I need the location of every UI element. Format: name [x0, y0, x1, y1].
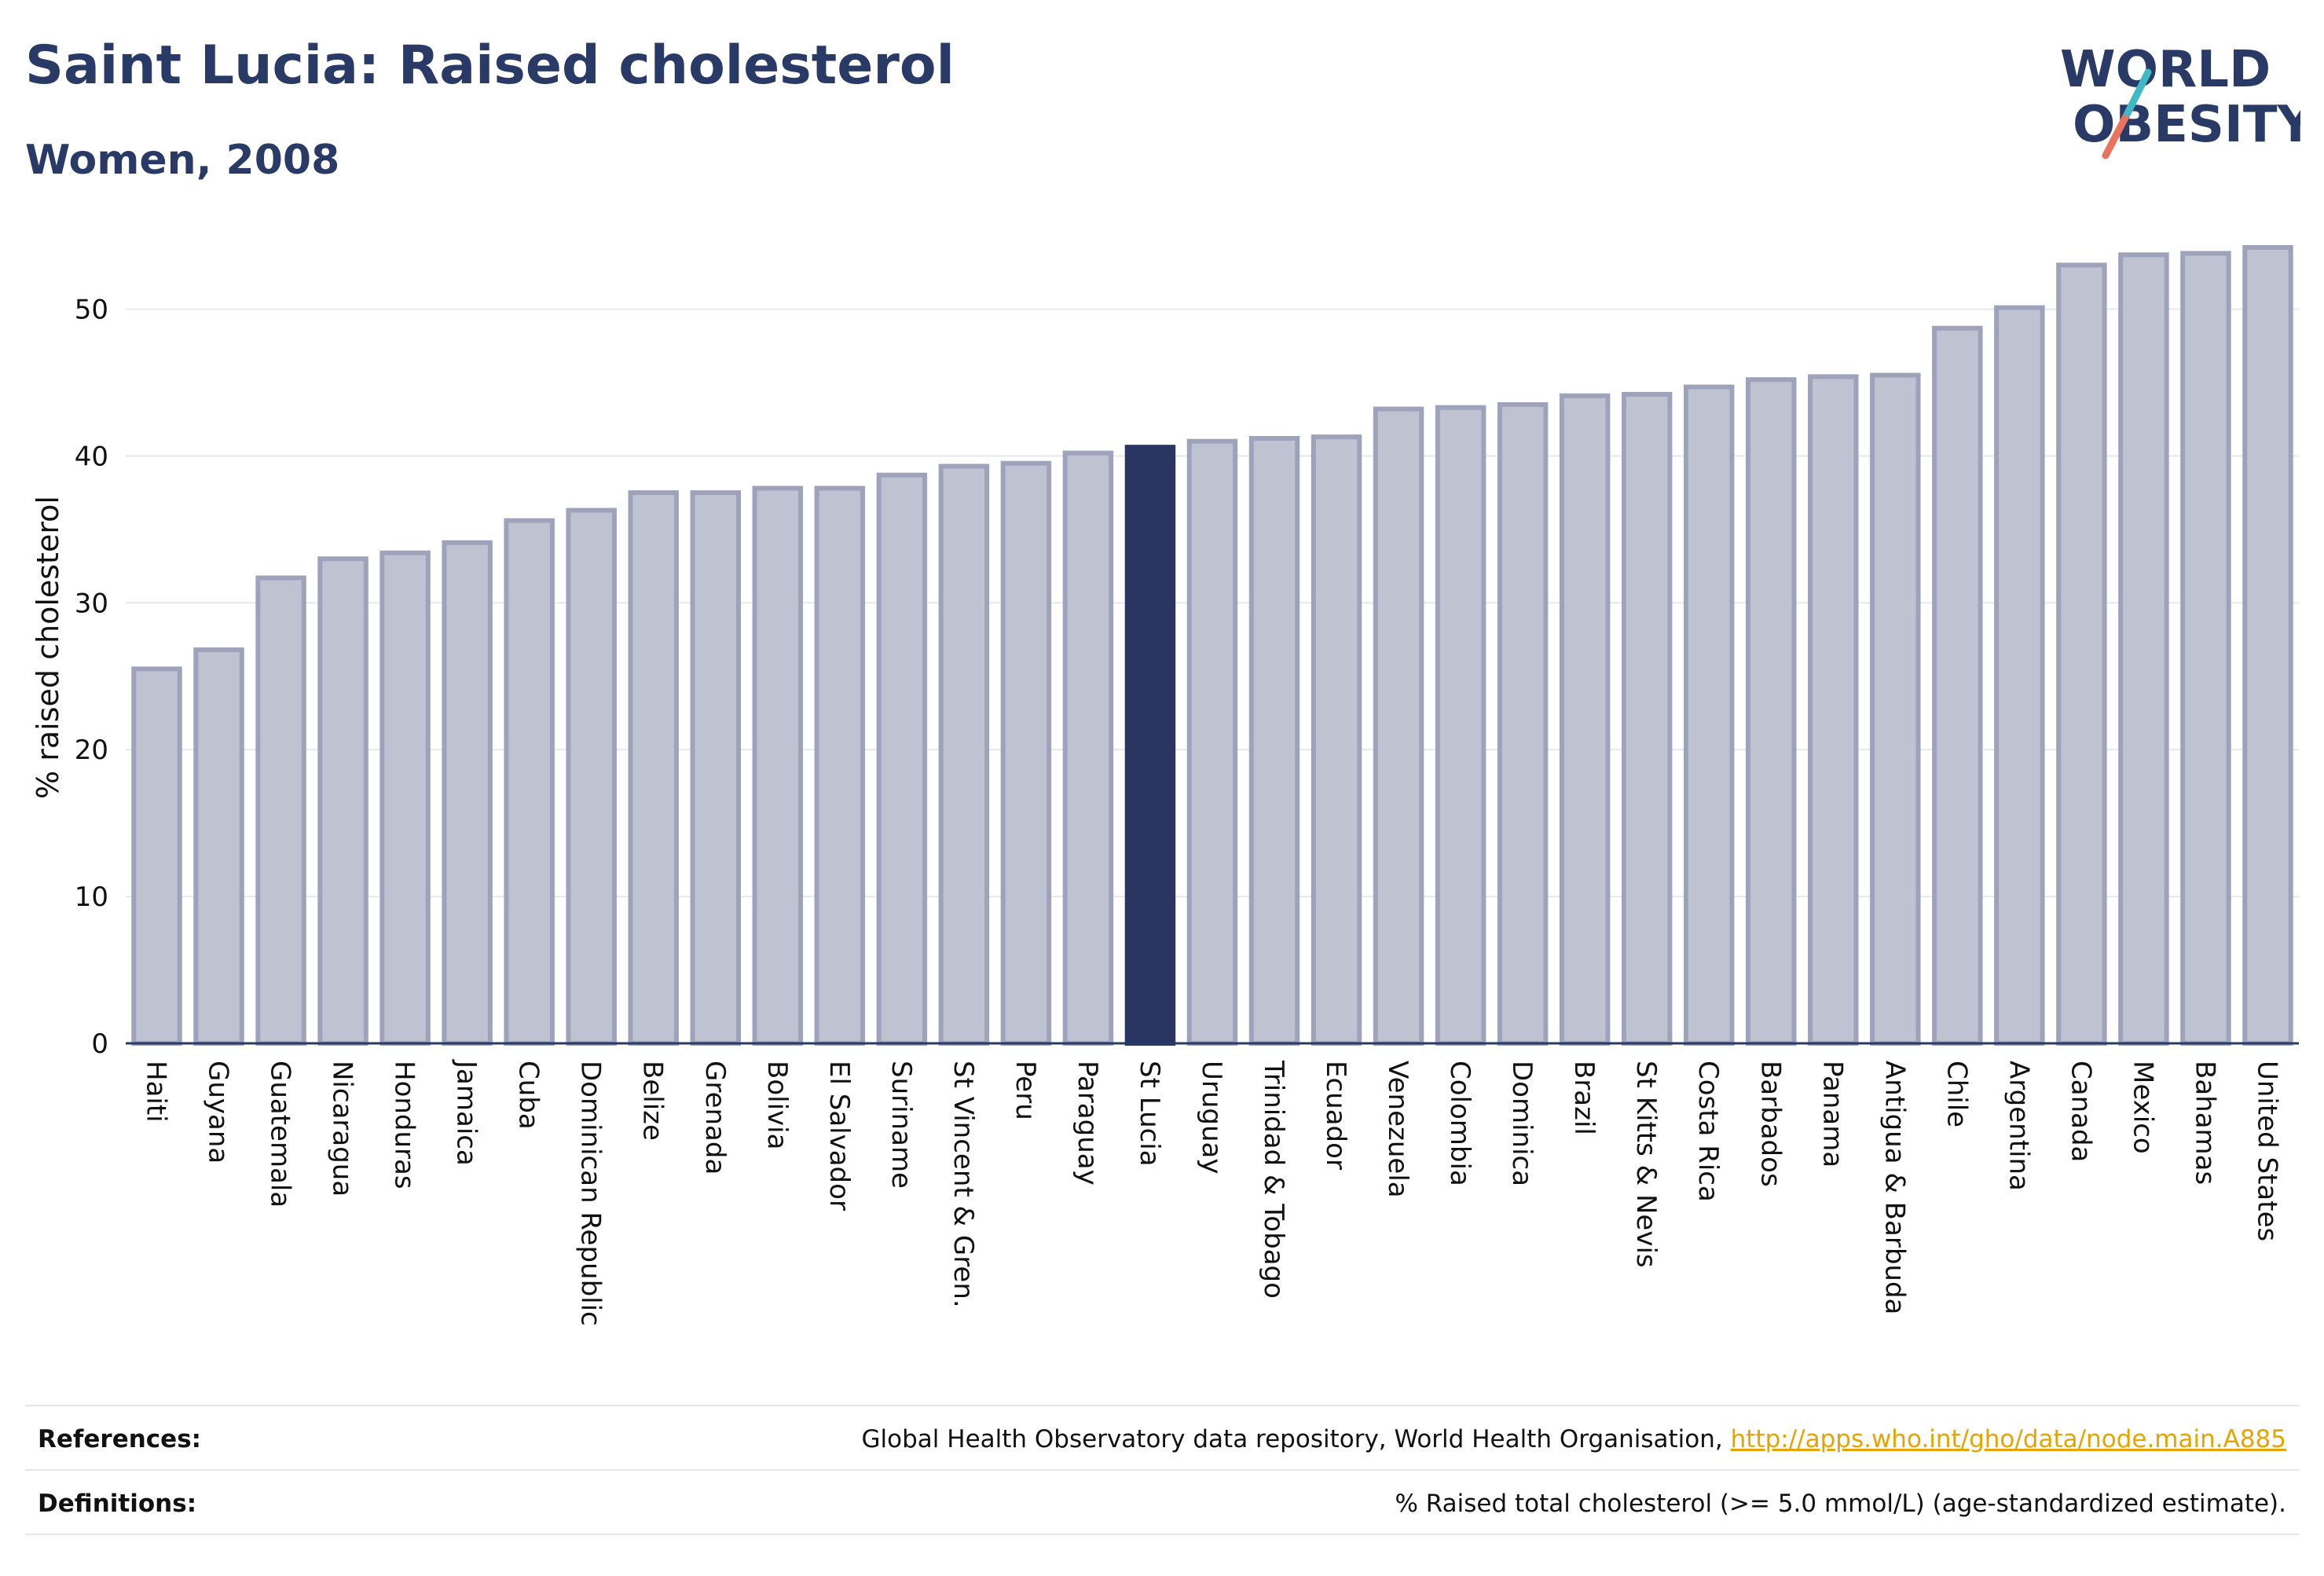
divider — [25, 1405, 2299, 1406]
bar — [255, 575, 306, 1046]
divider — [25, 1534, 2299, 1535]
bar — [1373, 406, 1424, 1046]
x-tick-label: El Salvador — [823, 1061, 855, 1211]
bar — [1870, 372, 1921, 1046]
y-tick-label: 50 — [75, 294, 108, 325]
x-tick-label: Dominica — [1506, 1061, 1538, 1186]
bar — [193, 647, 244, 1046]
x-tick-label: Chile — [1941, 1061, 1972, 1127]
x-tick-label: Bahamas — [2189, 1061, 2220, 1185]
x-tick-label: Mexico — [2127, 1061, 2158, 1154]
x-tick-label: Colombia — [1444, 1061, 1475, 1186]
x-tick-label: Guyana — [203, 1061, 234, 1164]
x-tick-label: Venezuela — [1382, 1061, 1413, 1198]
x-tick-label: Cuba — [513, 1061, 544, 1130]
bar — [1559, 393, 1611, 1046]
references-label: References: — [38, 1425, 202, 1453]
x-tick-label: Belize — [637, 1061, 669, 1141]
x-tick-label: Canada — [2065, 1061, 2096, 1162]
bar-chart: 0 10 20 30 40 50 % raised cholesterol Haiti Guya… — [31, 244, 2299, 1326]
y-axis-label: % raised cholesterol — [31, 496, 65, 799]
x-tick-label: Brazil — [1568, 1061, 1600, 1135]
x-tick-label: Honduras — [389, 1061, 420, 1189]
x-tick-label: Paraguay — [1072, 1061, 1103, 1186]
bar — [1746, 377, 1797, 1046]
y-tick-label: 30 — [75, 588, 108, 619]
bar — [1808, 374, 1859, 1046]
bar — [1994, 305, 2045, 1046]
bar — [2118, 252, 2169, 1046]
references-source: Global Health Observatory data repositor… — [861, 1425, 1731, 1453]
divider — [25, 1469, 2299, 1471]
x-tick-label: Bolivia — [761, 1061, 793, 1149]
x-tick-label: Nicaragua — [327, 1061, 358, 1197]
x-tick-label: St Vincent & Gren. — [948, 1061, 979, 1308]
x-tick-label: Ecuador — [1320, 1061, 1351, 1170]
bar — [566, 508, 617, 1046]
bar — [504, 518, 555, 1046]
bar — [876, 472, 928, 1046]
bar — [938, 464, 990, 1046]
y-tick-label: 10 — [75, 881, 108, 913]
bar — [690, 490, 742, 1046]
x-tick-label: United States — [2251, 1061, 2282, 1241]
bar — [379, 550, 431, 1046]
x-tick-label: Grenada — [699, 1061, 731, 1175]
chart-title: Saint Lucia: Raised cholesterol — [25, 35, 955, 97]
bar — [2056, 262, 2107, 1046]
references-link[interactable]: http://apps.who.int/gho/data/node.main.A… — [1730, 1425, 2286, 1453]
definitions-text: % Raised total cholesterol (>= 5.0 mmol/… — [1395, 1490, 2286, 1518]
bar — [1062, 450, 1114, 1046]
bar — [1497, 401, 1549, 1046]
x-tick-label: Antigua & Barbuda — [1879, 1061, 1910, 1314]
x-tick-label: Uruguay — [1196, 1061, 1227, 1175]
x-tick-label: Barbados — [1754, 1061, 1786, 1187]
bar — [628, 490, 679, 1046]
bar — [1683, 384, 1735, 1046]
y-tick-label: 40 — [75, 441, 108, 472]
x-tick-label: Costa Rica — [1692, 1061, 1724, 1202]
world-obesity-logo: WORLD OBESITY — [2060, 41, 2300, 159]
bar — [1124, 445, 1176, 1046]
chart-subtitle: Women, 2008 — [25, 137, 340, 184]
x-tick-label: Panama — [1816, 1061, 1848, 1167]
x-tick-label: Jamaica — [451, 1059, 482, 1166]
bar — [131, 666, 182, 1046]
bar — [1310, 434, 1362, 1046]
bar — [1186, 438, 1238, 1046]
bar — [814, 486, 866, 1046]
x-tick-label: St Lucia — [1134, 1061, 1165, 1167]
bar — [752, 486, 804, 1046]
x-tick-label: St Kitts & Nevis — [1630, 1061, 1662, 1268]
bar — [1621, 391, 1673, 1046]
bar — [2180, 251, 2231, 1046]
x-tick-label: Suriname — [885, 1061, 917, 1189]
x-tick-label: Haiti — [141, 1061, 172, 1123]
svg-text:WORLD: WORLD — [2060, 41, 2271, 99]
y-tick-label: 20 — [75, 735, 108, 766]
references-text: Global Health Observatory data repositor… — [862, 1425, 2286, 1453]
bar — [2242, 244, 2293, 1046]
x-tick-label: Guatemala — [265, 1061, 296, 1208]
x-tick-label: Trinidad & Tobago — [1258, 1060, 1289, 1299]
bar — [1932, 325, 1983, 1046]
x-tick-label: Dominican Republic — [575, 1061, 607, 1326]
bar — [1248, 435, 1300, 1046]
x-tick-label: Argentina — [2003, 1061, 2034, 1191]
y-tick-label: 0 — [91, 1028, 108, 1060]
bar — [1000, 460, 1052, 1046]
definitions-label: Definitions: — [38, 1490, 197, 1518]
bar — [442, 540, 493, 1046]
bar — [1435, 405, 1486, 1046]
bar — [317, 556, 368, 1046]
x-tick-label: Peru — [1010, 1061, 1041, 1120]
